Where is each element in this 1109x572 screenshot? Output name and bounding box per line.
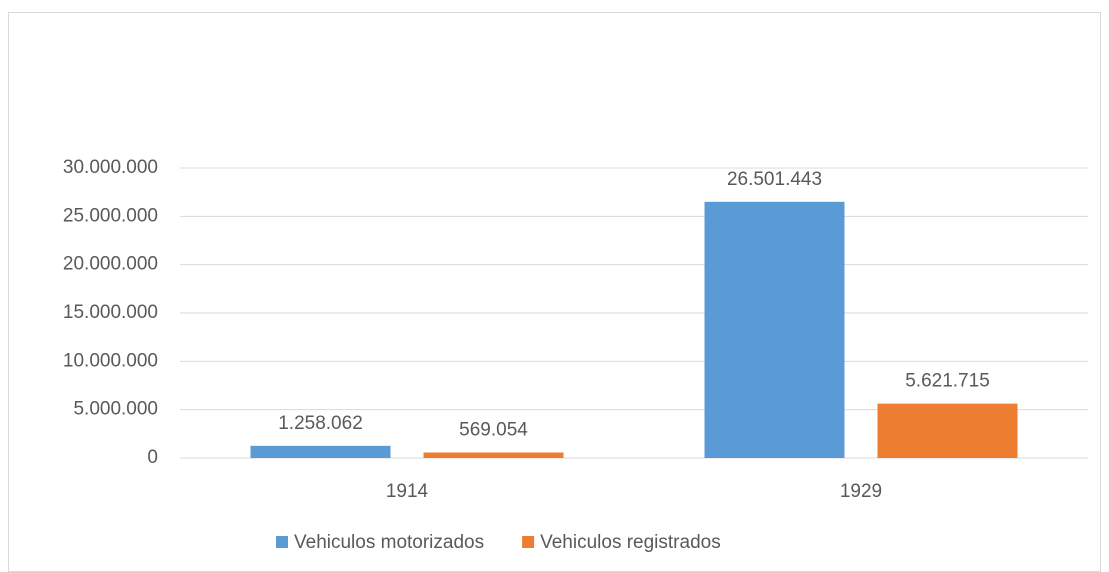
y-tick-label: 5.000.000 — [73, 399, 158, 420]
data-label: 569.054 — [459, 420, 528, 441]
y-tick-label: 10.000.000 — [63, 350, 158, 371]
chart-frame — [8, 12, 1101, 572]
y-tick-label: 0 — [147, 447, 158, 468]
bar — [877, 403, 1018, 458]
bar — [423, 452, 564, 458]
bar — [250, 445, 391, 458]
legend-swatch — [276, 536, 288, 548]
x-tick-label: 1929 — [840, 481, 882, 502]
bar — [704, 201, 845, 458]
data-label: 26.501.443 — [727, 169, 822, 190]
y-tick-label: 25.000.000 — [63, 205, 158, 226]
y-tick-label: 20.000.000 — [63, 254, 158, 275]
legend-label: Vehiculos motorizados — [294, 532, 484, 553]
x-tick-label: 1914 — [386, 481, 429, 502]
y-tick-label: 30.000.000 — [63, 157, 158, 178]
data-label: 1.258.062 — [278, 413, 363, 434]
y-tick-label: 15.000.000 — [63, 302, 158, 323]
legend-swatch — [522, 536, 535, 548]
legend-label: Vehiculos registrados — [540, 532, 721, 553]
data-label: 5.621.715 — [905, 371, 990, 392]
